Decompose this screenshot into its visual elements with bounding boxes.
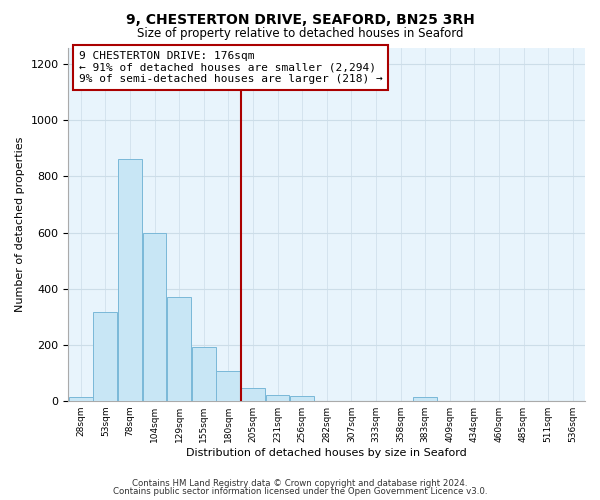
Bar bbox=[192, 348, 215, 401]
Bar bbox=[167, 297, 191, 401]
Y-axis label: Number of detached properties: Number of detached properties bbox=[15, 136, 25, 312]
Bar bbox=[217, 372, 240, 400]
Bar bbox=[143, 232, 166, 400]
X-axis label: Distribution of detached houses by size in Seaford: Distribution of detached houses by size … bbox=[187, 448, 467, 458]
Bar bbox=[118, 159, 142, 400]
Text: Contains HM Land Registry data © Crown copyright and database right 2024.: Contains HM Land Registry data © Crown c… bbox=[132, 478, 468, 488]
Bar bbox=[69, 398, 92, 400]
Text: 9 CHESTERTON DRIVE: 176sqm
← 91% of detached houses are smaller (2,294)
9% of se: 9 CHESTERTON DRIVE: 176sqm ← 91% of deta… bbox=[79, 51, 382, 84]
Bar bbox=[266, 395, 289, 400]
Bar bbox=[241, 388, 265, 400]
Bar bbox=[290, 396, 314, 400]
Text: 9, CHESTERTON DRIVE, SEAFORD, BN25 3RH: 9, CHESTERTON DRIVE, SEAFORD, BN25 3RH bbox=[125, 12, 475, 26]
Bar bbox=[413, 398, 437, 400]
Text: Size of property relative to detached houses in Seaford: Size of property relative to detached ho… bbox=[137, 28, 463, 40]
Text: Contains public sector information licensed under the Open Government Licence v3: Contains public sector information licen… bbox=[113, 487, 487, 496]
Bar bbox=[94, 312, 117, 400]
